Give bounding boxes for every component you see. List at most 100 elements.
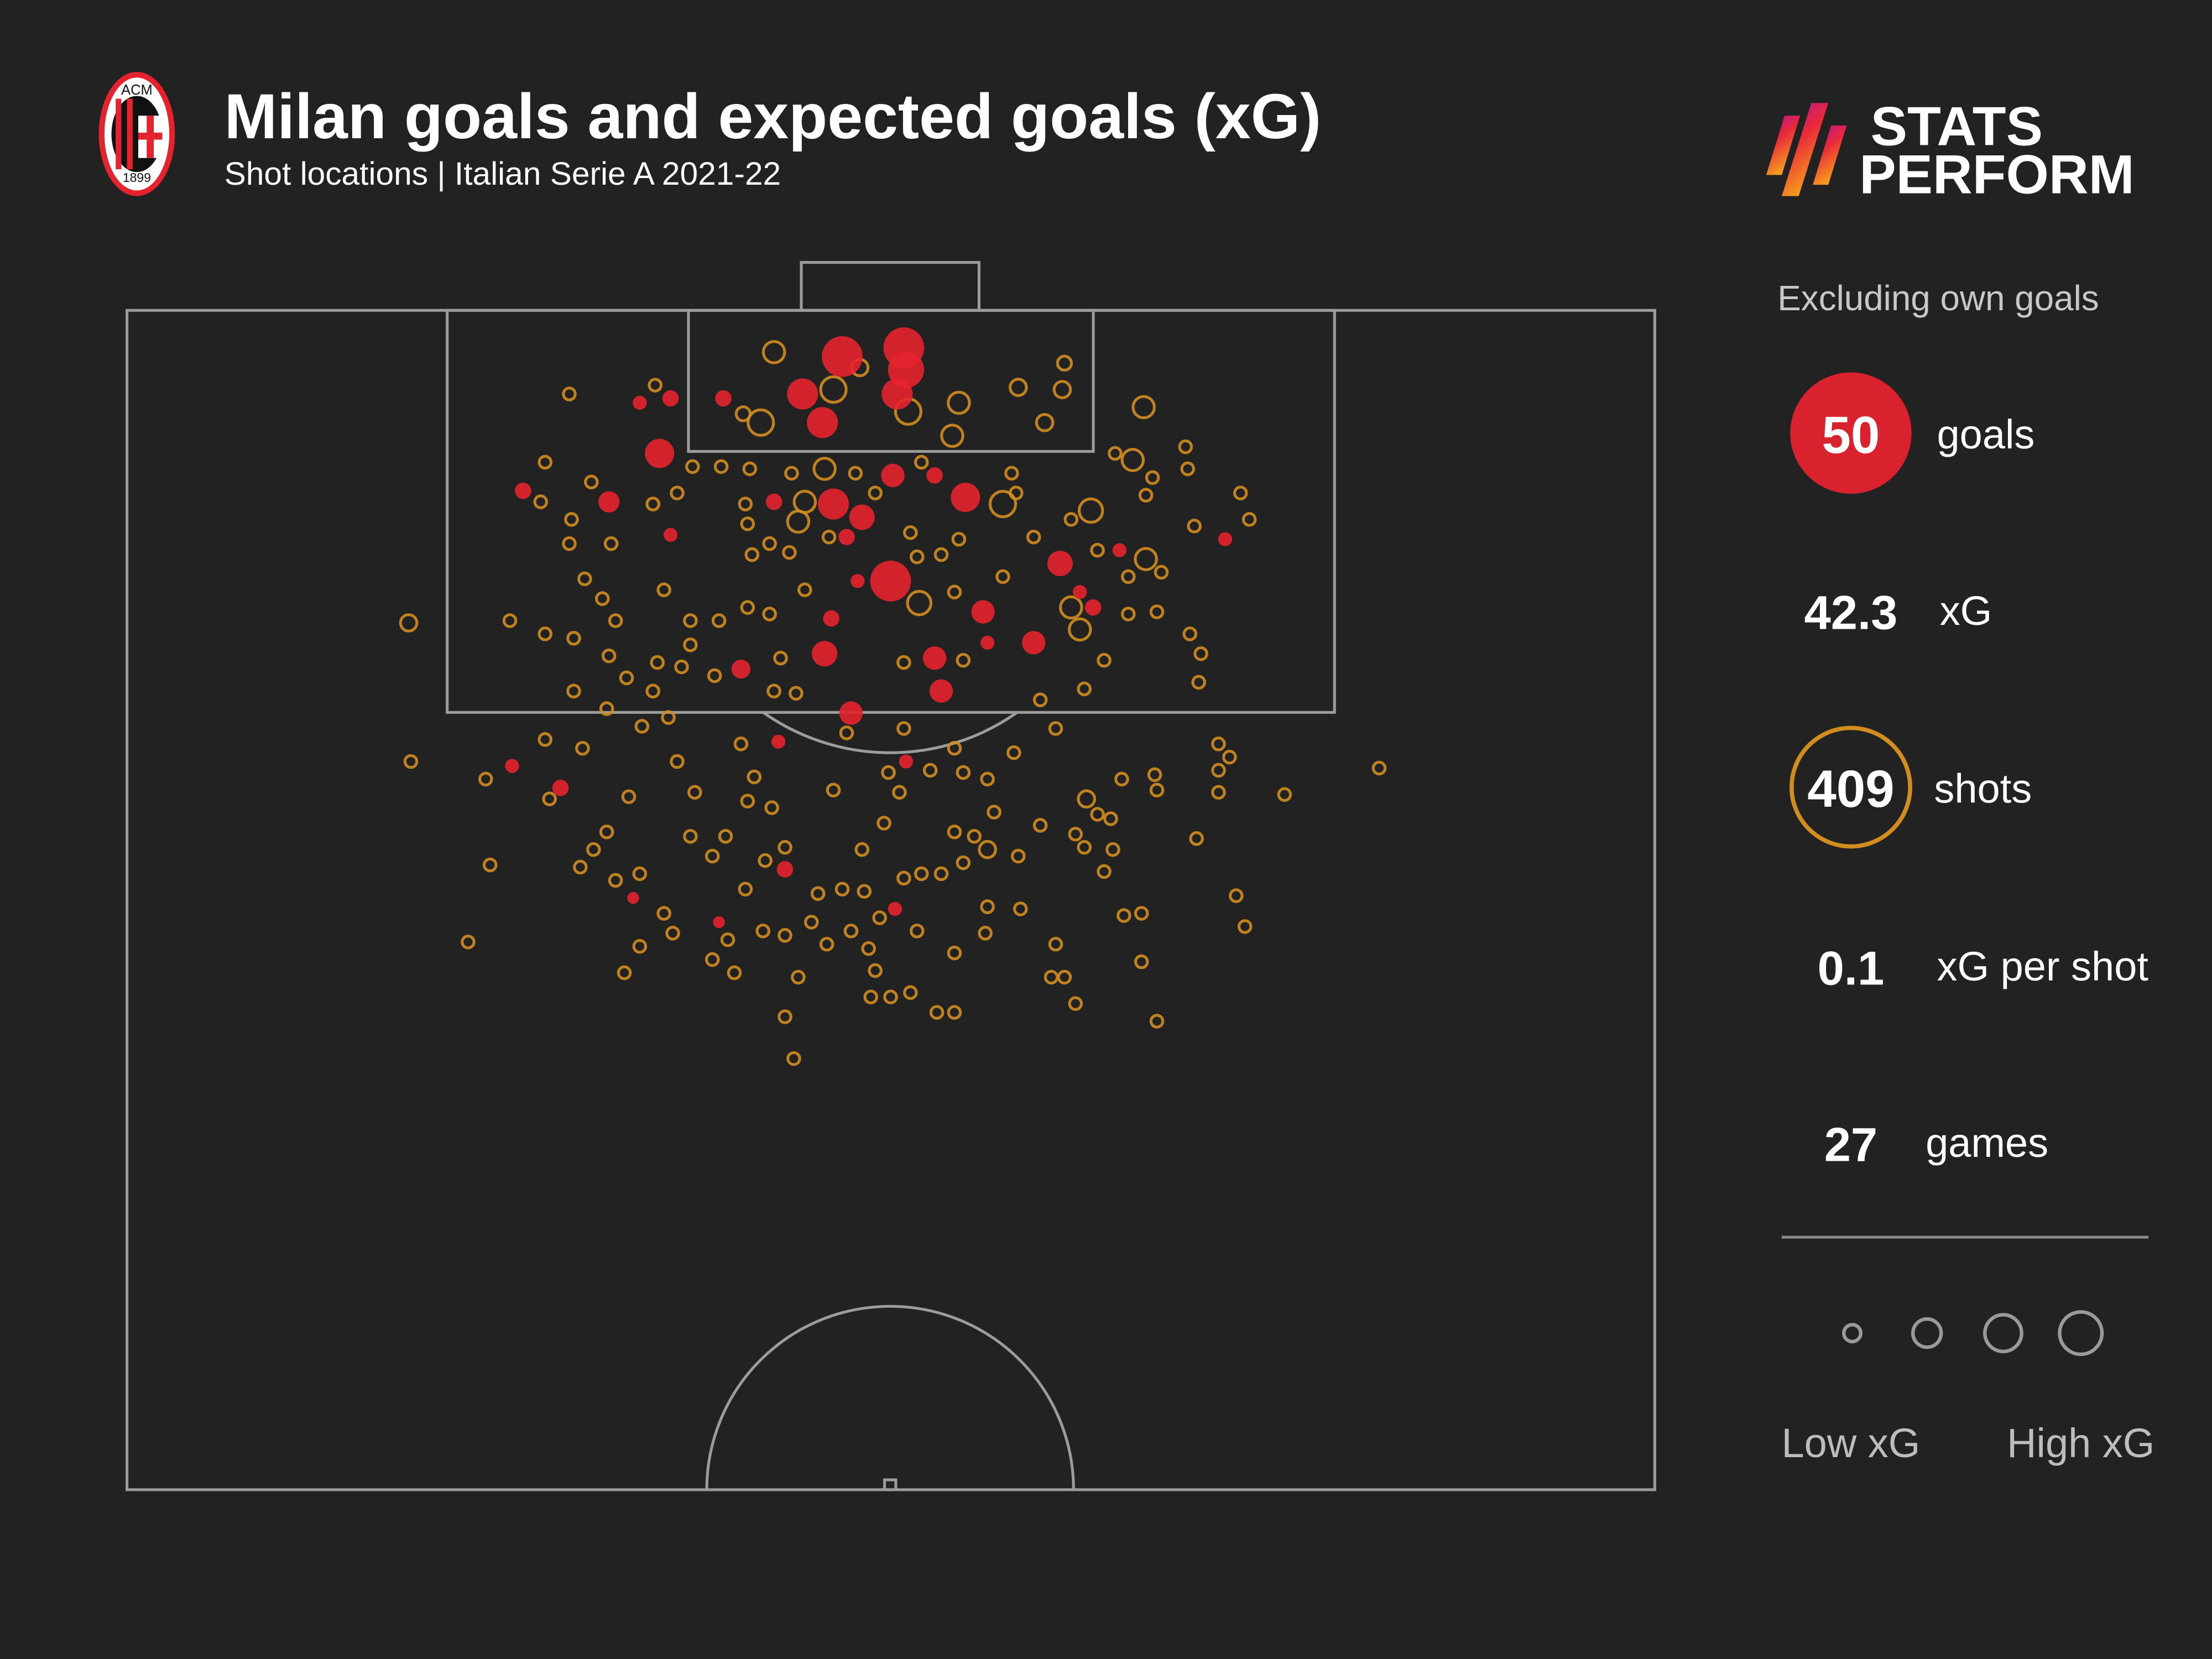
shot-marker [819,937,834,952]
goal-marker [776,861,794,878]
shot-marker [738,497,753,512]
shot-marker [778,839,792,855]
goal-marker [870,560,911,602]
shot-marker [634,719,650,734]
shot-marker [542,791,557,806]
shot-marker [740,516,755,531]
shot-marker [575,740,590,756]
shot-marker [482,857,498,873]
shot-marker [1077,681,1092,696]
goal-marker [839,701,863,725]
shot-marker [773,650,788,666]
shot-marker [1149,604,1165,619]
shot-marker [670,486,685,500]
shot-marker [1032,692,1048,707]
goal-marker [926,467,943,484]
shot-marker [778,1009,792,1024]
goal-marker [980,635,995,650]
shot-marker [755,924,770,938]
shot-marker [764,800,779,815]
shot-marker [683,829,698,844]
shot-marker [980,899,995,914]
xg-size-legend [1841,1310,2104,1357]
shot-marker [812,456,837,481]
shot-marker [740,794,755,808]
goal-marker [1073,585,1087,599]
shot-marker [713,459,729,474]
shot-marker [914,866,929,881]
centre-circle [705,1305,1075,1490]
shot-marker [566,630,581,646]
goal-marker [951,483,980,512]
shot-marker [738,881,753,897]
goal-marker [899,754,914,769]
shot-marker [687,785,702,800]
shot-marker [1059,595,1083,620]
goal-marker [765,493,782,510]
shot-marker [685,459,700,474]
penalty-arc [762,711,1018,754]
shot-marker [1187,518,1202,534]
goal-marker [713,916,725,928]
legend-low-xg: Low xG [1782,1420,1921,1466]
legend-size-circle [2058,1310,2104,1357]
goal-marker [1021,630,1046,655]
shot-marker [608,873,623,888]
shot-marker [538,626,552,641]
shot-marker [564,512,579,527]
shot-marker [778,928,792,943]
shot-marker [761,340,786,364]
shot-marker [683,613,698,628]
shot-marker [1229,888,1244,904]
goal-marker [1218,532,1233,546]
shot-marker [1121,569,1136,585]
goal-marker [663,528,678,542]
shot-marker [951,531,967,547]
shot-marker [988,489,1018,519]
shot-marker [645,684,660,698]
shot-marker [1117,908,1131,923]
shot-marker [720,932,735,947]
shots-marker-icon [1789,726,1912,849]
goal-marker [1112,543,1127,557]
shot-marker [599,825,614,839]
shot-marker [940,424,964,448]
shot-marker [791,969,806,985]
shot-marker [478,771,493,787]
shot-marker [782,545,797,560]
goal-marker [645,439,675,468]
shot-marker [995,569,1010,585]
shot-marker [461,935,476,950]
goal-marker [812,641,838,667]
goal-marker [515,482,531,499]
shot-marker [661,710,676,725]
shot-marker [854,842,870,857]
excluding-own-goals-note: Excluding own goals [1777,278,2099,318]
shot-marker [883,989,898,1005]
shot-marker [1090,807,1105,822]
shot-marker [1211,763,1226,778]
shot-marker [603,536,619,551]
shot-marker [502,613,518,628]
shot-marker [1052,380,1072,399]
shot-marker [1056,354,1073,372]
shot-marker [577,571,592,587]
shot-marker [1154,565,1169,580]
shot-marker [922,763,938,778]
shot-marker [403,754,419,769]
shot-marker [1211,785,1226,800]
shot-marker [861,941,876,956]
shot-marker [1147,767,1162,782]
shot-marker [648,378,662,393]
goals-marker-icon [1790,372,1912,494]
goal-marker [971,600,995,624]
shot-marker [1121,607,1136,622]
stats-perform-logo: STATS PERFORM [1766,96,2135,205]
shot-marker [892,785,907,800]
shot-marker [1145,470,1160,485]
goals-label: goals [1937,411,2035,457]
shot-marker [399,613,419,633]
shot-marker [956,855,971,870]
